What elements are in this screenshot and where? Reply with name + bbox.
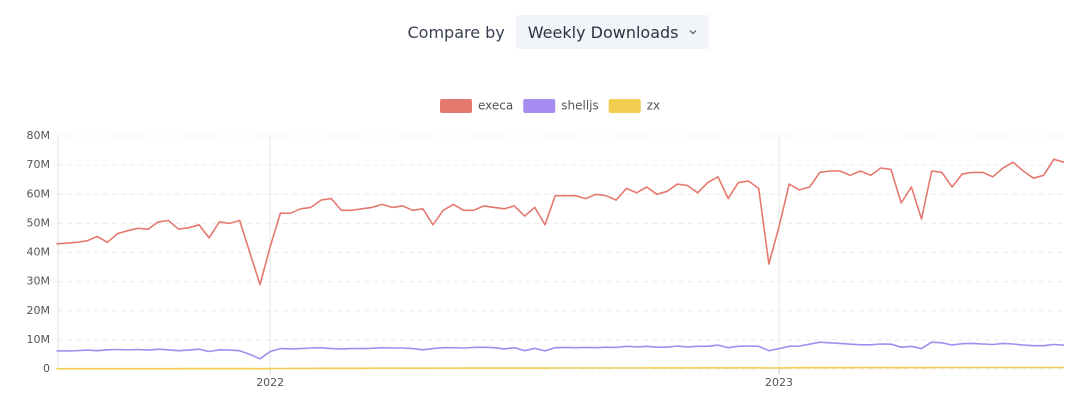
legend-label: shelljs	[561, 99, 599, 113]
y-tick-label: 20M	[27, 304, 51, 317]
y-tick-label: 50M	[27, 216, 51, 229]
series-line	[56, 366, 1064, 370]
y-tick-label: 60M	[27, 187, 51, 200]
compare-bar: Compare by Weekly Downloads	[0, 15, 1080, 49]
y-tick-label: 70M	[27, 158, 51, 171]
series-line	[56, 158, 1065, 286]
legend-label: execa	[478, 99, 513, 113]
y-tick-label: 40M	[27, 246, 51, 259]
legend-label: zx	[647, 99, 660, 113]
series-line	[56, 341, 1065, 360]
y-tick-label: 80M	[27, 129, 51, 142]
y-tick-label: 10M	[27, 333, 51, 346]
x-tick-label: 2023	[765, 376, 793, 389]
metric-selected: Weekly Downloads	[527, 22, 679, 42]
metric-select[interactable]: Weekly Downloads	[515, 15, 709, 49]
y-tick-label: 30M	[27, 275, 51, 288]
compare-label: Compare by	[407, 22, 505, 42]
x-tick-label: 2022	[256, 376, 284, 389]
y-tick-label: 0	[43, 362, 50, 375]
legend-swatch	[440, 99, 472, 113]
chevron	[689, 30, 696, 35]
legend-swatch	[523, 99, 556, 113]
legend-swatch	[608, 99, 641, 113]
